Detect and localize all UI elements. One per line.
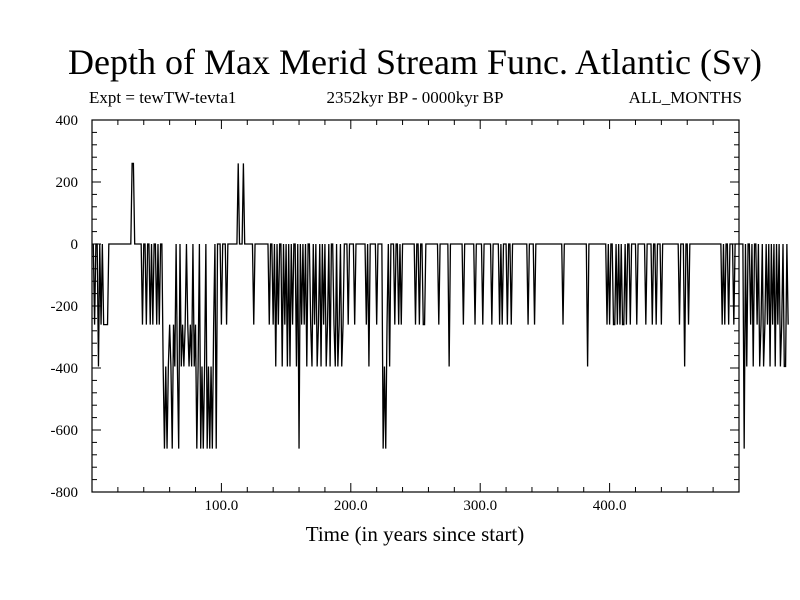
chart-title: Depth of Max Merid Stream Func. Atlantic… [68, 42, 762, 82]
season-label: ALL_MONTHS [628, 88, 742, 107]
series-line-0 [92, 162, 789, 449]
y-tick-label: 0 [71, 237, 79, 253]
tick-labels: 100.0 200.0 300.0 400.0 400 200 0 -200 -400 -600 -… [51, 113, 627, 514]
x-tick-label: 100.0 [205, 498, 239, 514]
period-label: 2352kyr BP - 0000kyr BP [326, 88, 504, 107]
experiment-label: Expt = tewTW-tevta1 [89, 88, 237, 107]
y-tick-label: -800 [51, 485, 79, 501]
x-tick-label: 200.0 [334, 498, 368, 514]
x-tick-label: 300.0 [463, 498, 497, 514]
y-tick-label: -200 [51, 299, 79, 315]
y-tick-label: 200 [56, 175, 79, 191]
y-tick-label: -400 [51, 361, 79, 377]
plot-frame [91, 119, 740, 493]
x-axis-label: Time (in years since start) [306, 522, 525, 546]
y-tick-label: -600 [51, 423, 79, 439]
y-tick-label: 400 [56, 113, 79, 129]
series-layer [92, 162, 789, 449]
x-tick-label: 400.0 [593, 498, 627, 514]
